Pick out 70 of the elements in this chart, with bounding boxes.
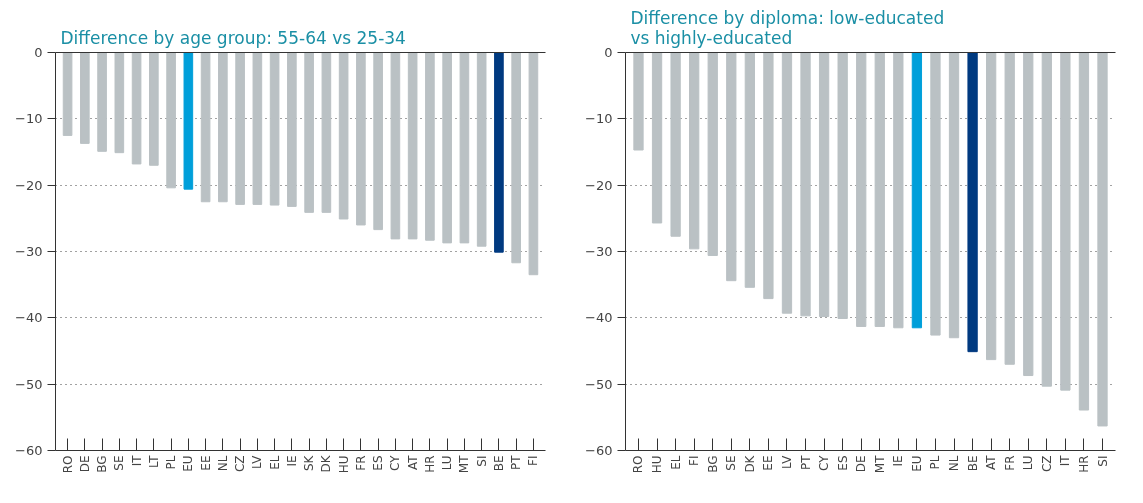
x-tick-label: CZ [1039,455,1054,473]
x-tick-label: HU [650,455,665,474]
x-tick-label: IT [1058,454,1073,467]
y-tick-label: −20 [585,177,613,193]
x-tick-label: FR [1002,455,1017,471]
x-tick-label: EU [909,455,924,472]
x-tick-label: RO [60,455,75,474]
x-tick-label: MT [457,454,472,474]
x-tick-label: SE [112,455,127,471]
x-tick-label: LT [146,454,161,468]
y-tick-label: −40 [585,310,613,326]
x-tick-label: EL [267,455,282,470]
x-tick-label: PT [798,454,813,471]
y-tick-label: −50 [15,376,43,392]
x-tick-label: NL [947,455,962,472]
x-tick-label: BG [95,455,110,473]
x-tick-label: SE [724,455,739,471]
x-tick-label: ES [835,455,850,471]
x-tick-label: DK [742,454,757,473]
x-tick-label: CY [388,454,403,471]
y-tick-label: −30 [585,244,613,259]
y-tick-label: −50 [585,376,613,392]
x-tick-label: HR [1076,455,1091,473]
x-tick-label: PT [509,454,524,471]
x-tick-label: FR [353,455,368,471]
y-tick-label: 0 [34,45,43,60]
x-tick-label: RO [631,455,646,474]
chart-title: Difference by diploma: low-educated vs highly-educated [630,7,945,48]
x-tick-label: PL [928,455,943,470]
x-tick-label: BG [705,455,720,473]
x-tick-label: LU [1021,455,1036,471]
x-tick-label: DE [854,455,869,473]
y-tick-label: −10 [15,111,43,127]
x-tick-label: MT [872,454,887,474]
x-tick-label: DE [77,455,92,473]
y-tick-label: −10 [585,111,613,127]
x-tick-label: BE [965,455,980,472]
x-tick-label: SI [1095,455,1110,467]
x-tick-label: FI [526,455,541,466]
chart-title: Difference by age group: 55-64 vs 25-34 [60,27,406,48]
x-tick-label: NL [215,455,230,472]
x-tick-label: IE [891,455,906,467]
x-tick-label: LV [779,454,794,470]
x-tick-label: FI [687,455,702,466]
x-tick-label: DK [319,454,334,473]
x-tick-label: HR [422,455,437,473]
x-tick-label: ES [371,455,386,471]
x-tick-label: SK [302,454,317,471]
x-tick-label: SI [474,455,489,467]
y-tick-label: −60 [15,443,43,458]
x-tick-label: EE [198,455,213,471]
x-tick-label: PL [164,455,179,470]
x-tick-label: LU [440,455,455,471]
x-tick-label: EL [668,455,683,470]
x-tick-label: CZ [233,455,248,473]
y-tick-label: −30 [15,244,43,259]
x-tick-label: EU [181,455,196,472]
x-tick-label: CY [817,454,832,471]
y-tick-label: −60 [585,443,613,458]
y-tick-label: −40 [15,310,43,326]
y-tick-label: −20 [15,177,43,193]
x-tick-label: IE [284,455,299,467]
x-tick-label: HU [336,455,351,474]
y-tick-label: 0 [604,45,613,60]
x-tick-label: BE [491,455,506,472]
x-tick-label: LV [250,454,265,470]
x-tick-label: IT [129,454,144,467]
x-tick-label: EE [761,455,776,471]
x-tick-label: AT [984,454,999,471]
x-tick-label: AT [405,454,420,471]
